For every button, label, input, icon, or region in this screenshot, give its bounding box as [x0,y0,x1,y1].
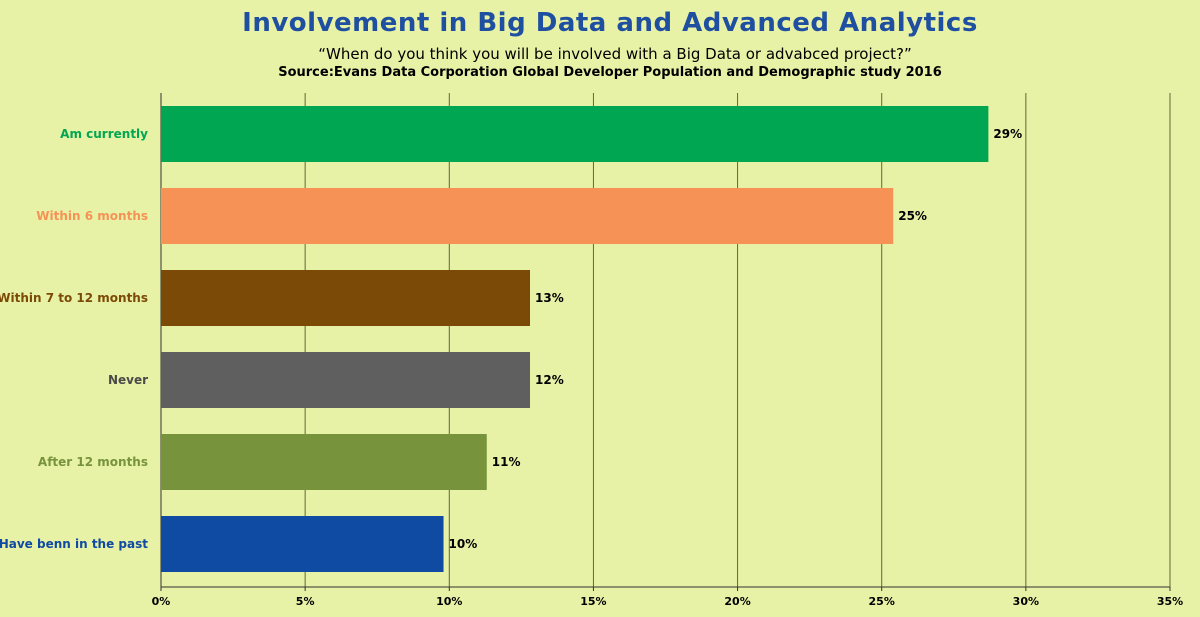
bar [161,516,444,572]
x-tick-label: 20% [724,595,750,608]
data-label: 12% [535,373,564,387]
bar [161,434,487,490]
chart-title: Involvement in Big Data and Advanced Ana… [242,8,978,38]
data-label: 10% [449,537,478,551]
x-tick-label: 15% [580,595,606,608]
bar [161,270,531,326]
category-label: Have benn in the past [0,537,148,551]
category-label: Within 7 to 12 months [0,291,148,305]
chart-source: Source:Evans Data Corporation Global Dev… [278,65,942,80]
bar [161,106,989,162]
bar [161,352,531,408]
data-label: 13% [535,291,564,305]
x-tick-label: 10% [436,595,462,608]
category-label: Never [108,373,148,387]
x-tick-label: 30% [1013,595,1039,608]
x-tick-label: 25% [869,595,895,608]
chart-subtitle: “When do you think you will be involved … [318,45,912,63]
category-label: Am currently [60,127,148,141]
data-label: 11% [492,455,521,469]
x-tick-label: 35% [1157,595,1183,608]
data-label: 25% [898,209,927,223]
data-label: 29% [993,127,1022,141]
x-tick-label: 0% [152,595,171,608]
category-label: Within 6 months [36,209,148,223]
x-tick-label: 5% [296,595,315,608]
bar [161,188,894,244]
category-label: After 12 months [38,455,148,469]
